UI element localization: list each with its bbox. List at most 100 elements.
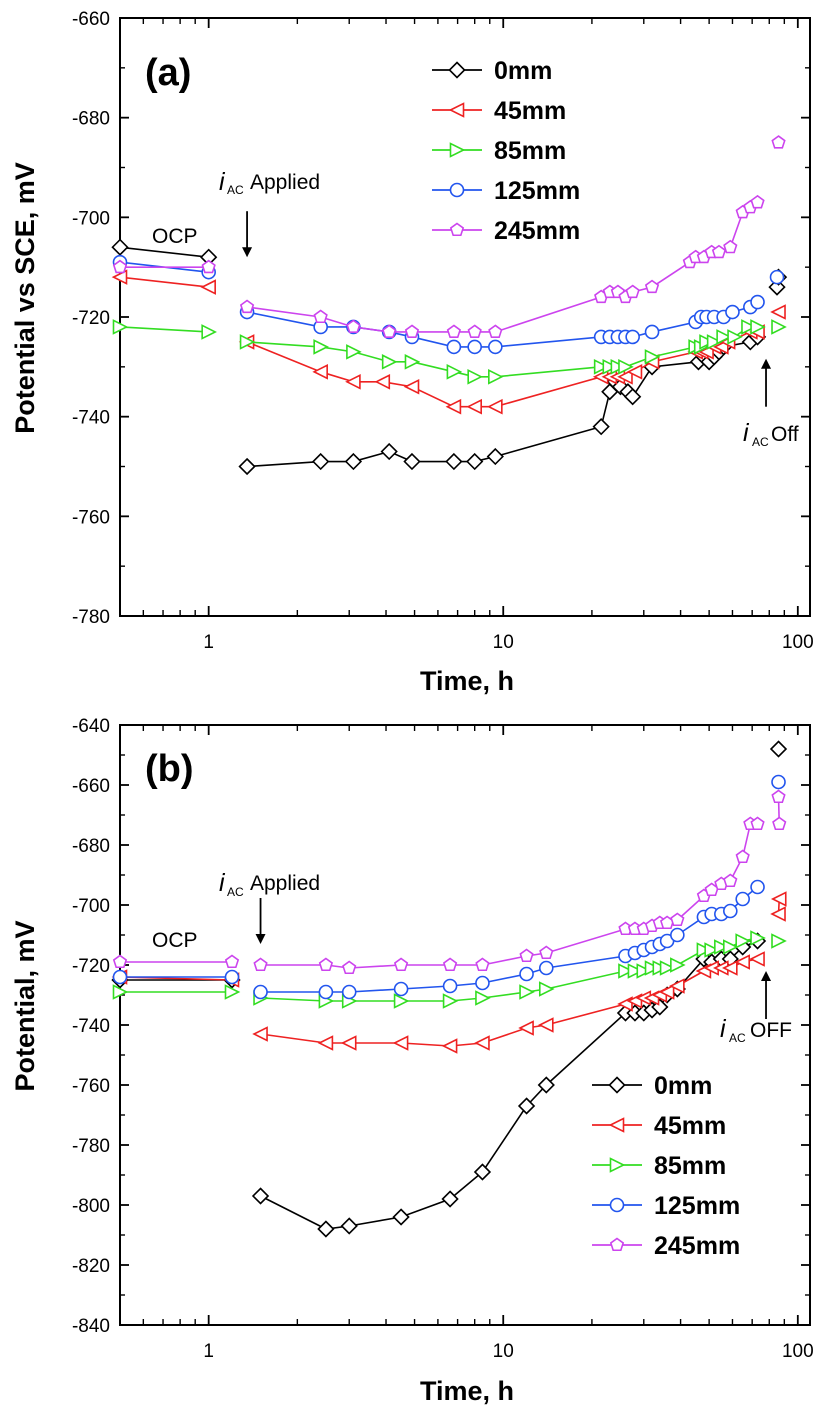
panel-b-series-125mm-point bbox=[771, 774, 786, 790]
panel-b-series-85mm-point bbox=[442, 993, 459, 1009]
panel-a-series-45mm-point bbox=[617, 369, 633, 385]
panel-a-series-85mm-point bbox=[239, 334, 256, 350]
panel-b-series-85mm-point bbox=[618, 963, 634, 979]
panel-b-series-0mm-point bbox=[441, 1190, 459, 1208]
panel-b-series-45mm-point bbox=[317, 1035, 334, 1051]
panel-a-series-45mm-point bbox=[403, 378, 420, 395]
panel-b-series-85mm-point bbox=[627, 963, 644, 979]
panel-b-series-245mm-point bbox=[342, 960, 357, 975]
panel-a-legend-marker bbox=[448, 61, 466, 79]
panel-a-series-85mm-point bbox=[346, 344, 362, 360]
panel-a-off-arrow bbox=[761, 358, 772, 407]
panel-a-series-245mm-point bbox=[239, 299, 255, 314]
panel-b-y-tick-label: -680 bbox=[72, 836, 110, 857]
panel-b: Potential, mV Time, h (b) OCP i AC Appli… bbox=[10, 716, 814, 1406]
panel-a-series-45mm bbox=[111, 269, 786, 415]
panel-a-legend-label: 125mm bbox=[494, 177, 580, 205]
panel-b-legend-label: 85mm bbox=[654, 1152, 726, 1180]
panel-b-series-45mm-point bbox=[658, 984, 675, 1000]
panel-a-series-85mm-point bbox=[313, 339, 329, 355]
panel-b-series-85mm-point bbox=[771, 933, 787, 949]
panel-a-series-245mm-point bbox=[750, 194, 765, 209]
panel-a-x-axis-label: Time, h bbox=[420, 666, 514, 696]
panel-b-series-85mm-point bbox=[475, 990, 491, 1006]
panel-b-series-45mm-point bbox=[340, 1035, 357, 1051]
panel-b-series-85mm-point bbox=[644, 960, 661, 976]
panel-b-series-125mm bbox=[112, 774, 786, 1000]
panel-a-legend-marker bbox=[449, 222, 465, 237]
panel-a-series-125mm-point bbox=[644, 324, 660, 340]
panel-b-x-tick-label: 10 bbox=[493, 1341, 514, 1362]
panel-b-legend-item: 45mm bbox=[592, 1112, 726, 1140]
panel-b-series-125mm-point bbox=[670, 927, 685, 943]
panel-b-legend-label: 0mm bbox=[654, 1072, 712, 1100]
panel-a-series-85mm-point bbox=[404, 354, 421, 370]
panel-a-series-0mm-point bbox=[111, 238, 129, 256]
panel-b-off-text: OFF bbox=[750, 1019, 792, 1042]
panel-b-series-125mm-point bbox=[112, 969, 128, 985]
panel-a-series-45mm-point bbox=[626, 364, 643, 380]
panel-a-applied-annotation: i AC Applied bbox=[219, 168, 320, 197]
panel-a-series-85mm-point bbox=[750, 319, 766, 335]
panel-b-series-85mm-point bbox=[670, 957, 686, 973]
panel-b-series-45mm-point bbox=[734, 954, 750, 970]
panel-a-legend-item: 0mm bbox=[432, 57, 552, 85]
panel-a-applied-sub: AC bbox=[227, 183, 244, 197]
panel-a-off-sub: AC bbox=[752, 435, 769, 449]
panel-b-off-annotation: i AC OFF bbox=[720, 1015, 792, 1045]
panel-a-series-85mm-ocp-line bbox=[119, 326, 209, 333]
panel-b-legend-marker bbox=[609, 1237, 625, 1252]
panel-b-series-125mm-point bbox=[224, 969, 240, 985]
panel-b-applied-sub: AC bbox=[227, 885, 244, 899]
panel-b-series-0mm-point bbox=[340, 1217, 358, 1235]
panel-b-series-0mm-point bbox=[392, 1208, 410, 1226]
panel-a-series-0mm-point bbox=[344, 452, 363, 471]
panel-a-y-tick-label: -700 bbox=[72, 208, 110, 229]
panel-b-y-tick-label: -700 bbox=[72, 896, 110, 917]
panel-b-legend-item: 245mm bbox=[592, 1232, 740, 1260]
panel-b-series-45mm-point bbox=[770, 906, 786, 922]
panel-a-series-85mm-point bbox=[771, 319, 787, 335]
panel-b-x-tick-label: 100 bbox=[782, 1341, 814, 1362]
panel-b-series-0mm-point bbox=[473, 1163, 492, 1181]
panel-b-applied-i: i bbox=[219, 869, 226, 897]
panel-a-series-245mm-point bbox=[711, 244, 727, 259]
panel-a-series-85mm-point bbox=[610, 359, 627, 375]
panel-b-legend-item: 125mm bbox=[592, 1192, 740, 1220]
panel-a-x-tick-label: 100 bbox=[782, 632, 814, 653]
panel-a-x-tick-label: 1 bbox=[203, 632, 214, 653]
panel-a-series-85mm-point bbox=[201, 324, 217, 340]
panel-b-series-125mm-point bbox=[519, 966, 534, 982]
panel-b-series-125mm-point bbox=[393, 981, 409, 997]
panel-b-series-45mm-main-line bbox=[260, 958, 758, 1047]
panel-b-series-85mm-point bbox=[636, 963, 653, 979]
panel-b-series-125mm-point bbox=[253, 984, 268, 1000]
panel-a-series-0mm-point bbox=[592, 418, 610, 436]
panel-a-series-125mm-point bbox=[625, 329, 640, 345]
panel-a-series-85mm bbox=[112, 319, 787, 385]
panel-a-legend-label: 85mm bbox=[494, 137, 566, 165]
panel-b-series-45mm-point bbox=[252, 1026, 268, 1042]
panel-a-series-45mm-point bbox=[312, 364, 328, 380]
panel-a-legend-label: 0mm bbox=[494, 57, 552, 85]
panel-a-series-45mm-point bbox=[345, 373, 361, 390]
panel-a-series-245mm-point bbox=[625, 284, 640, 299]
panel-b-label: (b) bbox=[145, 748, 194, 790]
panel-b-series-85mm-point bbox=[735, 933, 751, 949]
panel-a-series-85mm-point bbox=[488, 369, 504, 385]
panel-b-legend-marker bbox=[609, 1157, 626, 1173]
panel-b-series-125mm-point bbox=[750, 879, 765, 895]
panel-a-series-245mm bbox=[112, 135, 786, 339]
panel-a-legend-item: 245mm bbox=[432, 217, 580, 245]
panel-b-applied-text: Applied bbox=[250, 872, 320, 895]
panel-a-series-45mm-ocp-line bbox=[119, 276, 209, 288]
panel-b-y-tick-label: -720 bbox=[72, 956, 110, 977]
panel-a-series-85mm-point bbox=[716, 329, 732, 345]
panel-a-series-85mm-point bbox=[699, 334, 715, 350]
panel-a-y-tick-label: -760 bbox=[72, 507, 110, 528]
panel-b-series-245mm-point bbox=[772, 816, 787, 831]
panel-b-series-45mm-point bbox=[518, 1020, 534, 1036]
panel-a-series-85mm-point bbox=[381, 354, 398, 370]
panel-a-legend-label: 45mm bbox=[494, 97, 566, 125]
